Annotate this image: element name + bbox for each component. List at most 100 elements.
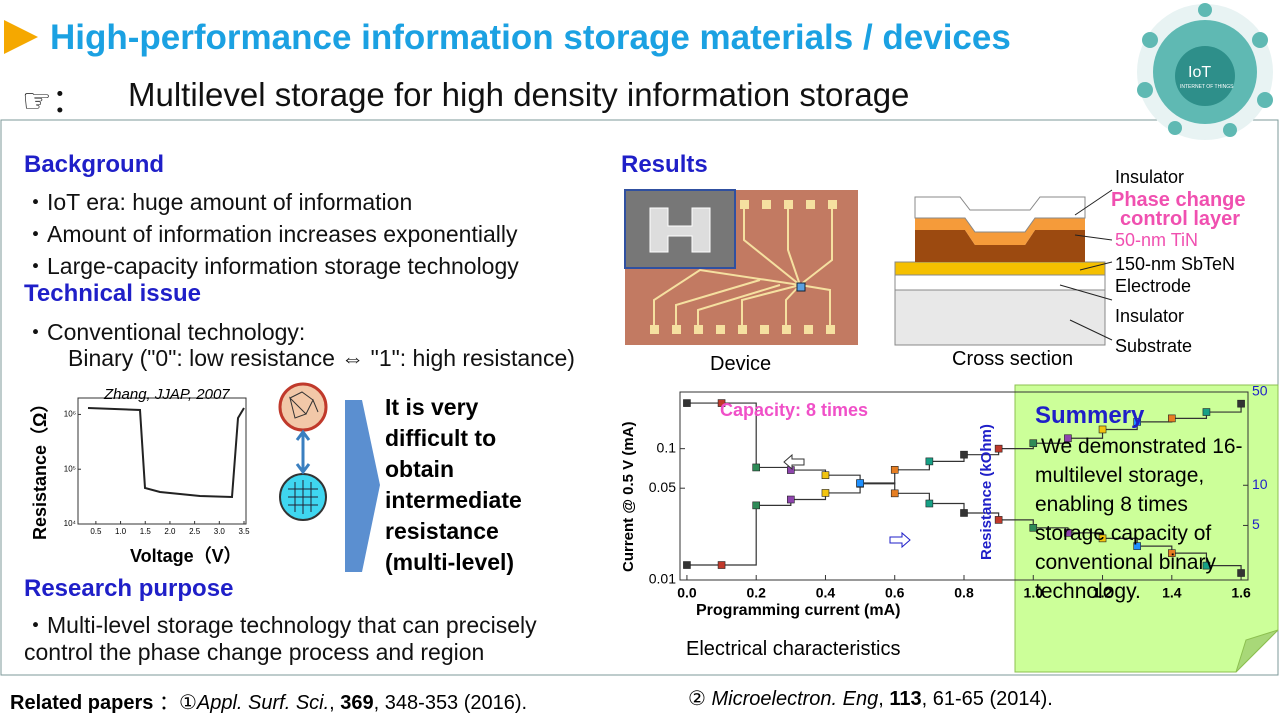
volume: 369: [340, 692, 374, 714]
text-line: ・Multi-level storage technology that can…: [24, 612, 537, 638]
marker: [1168, 414, 1176, 423]
footer-sep: ②: [688, 688, 706, 710]
x-tick-label: 3.5: [238, 527, 250, 536]
axis-arrow: [783, 453, 805, 471]
device-cell: [796, 282, 806, 292]
marker: [1133, 418, 1141, 426]
marker: [960, 509, 968, 517]
callout-arrow: [345, 400, 380, 572]
x-tick-label: 1.0: [115, 527, 127, 536]
marker: [960, 450, 968, 459]
x-tick-label: 2.0: [164, 527, 176, 536]
marker: [787, 495, 795, 504]
marker: [925, 499, 934, 508]
marker: [856, 479, 864, 487]
y-tick-label: 0.01: [649, 571, 676, 587]
marker: [890, 489, 899, 498]
heading: Technical issue: [24, 280, 201, 307]
caption: Electrical characteristics: [686, 638, 901, 660]
marker: [1064, 529, 1072, 537]
x-tick-label: 1.0: [1024, 585, 1044, 601]
x-tick-label: 0.6: [885, 585, 905, 601]
marker: [1133, 542, 1141, 550]
marker: [821, 489, 830, 497]
x-tick-label: 1.5: [140, 527, 152, 536]
layer-label: control layer: [1120, 208, 1241, 230]
y2-tick-label: 5: [1252, 516, 1260, 532]
x-tick-label: 1.2: [1093, 585, 1113, 601]
y2-axis-label: Resistance (kOhm): [978, 424, 995, 560]
caption: Device: [710, 353, 772, 375]
sem-shape: [649, 207, 711, 253]
x-tick-label: 3.0: [214, 527, 226, 536]
journal: Appl. Surf. Sci.: [196, 692, 330, 714]
layer-label: Phase change: [1111, 189, 1246, 211]
y-tick-label: 10⁵: [64, 464, 76, 473]
subtitle: Multilevel storage for high density info…: [128, 76, 910, 113]
layer-label: Substrate: [1115, 336, 1193, 356]
layer-label: Insulator: [1115, 306, 1185, 326]
x-tick-label: 0.2: [746, 585, 766, 601]
layer-label: 150-nm SbTeN: [1115, 254, 1236, 274]
marker: [994, 516, 1003, 524]
resistance-plot-frame: [77, 397, 247, 525]
pages: , 61-65 (2014).: [921, 688, 1053, 710]
bullet: ・IoT era: huge amount of information: [24, 189, 413, 215]
iot-label: IoT: [1188, 64, 1212, 81]
marker: [1168, 549, 1176, 557]
y2-tick-label: 50: [1252, 383, 1268, 399]
device-pads: [650, 200, 837, 334]
device-traces: [653, 209, 833, 325]
x-tick-label: 0.0: [677, 585, 697, 601]
summary-fold: [1235, 629, 1279, 673]
x-tick-label: 2.5: [189, 527, 201, 536]
y2-tick-label: 10: [1252, 476, 1268, 492]
cross-section: [894, 189, 1113, 346]
marker: [717, 561, 726, 569]
iot-badge: [1137, 3, 1273, 140]
marker: [752, 501, 760, 510]
marker: [1202, 561, 1211, 570]
marker: [890, 466, 899, 474]
marker: [683, 399, 691, 407]
heading: Background: [24, 151, 165, 178]
y-tick-label: 0.1: [657, 439, 677, 455]
marker: [1064, 434, 1072, 443]
bullet: ・Conventional technology:: [24, 319, 306, 345]
layer-label: Insulator: [1115, 167, 1185, 187]
x-tick-label: 0.8: [954, 585, 974, 601]
step-line: [686, 403, 1242, 566]
callout: It is very difficult to obtain intermedi…: [385, 394, 522, 575]
bullet: Binary ("0": low resistance ⇔ "1": high …: [68, 345, 575, 371]
marker: [925, 457, 934, 466]
footer: Related papers ：①Appl. Surf. Sci., 369, …: [10, 692, 528, 714]
citation: Zhang, JJAP, 2007: [104, 386, 230, 403]
x-tick-label: 1.6: [1231, 585, 1251, 601]
heading: Research purpose: [24, 575, 234, 602]
x-axis-label: Voltage（V）: [130, 546, 242, 566]
x-axis-label: Programming current (mA): [696, 602, 901, 619]
bullet: ・Large-capacity information storage tech…: [24, 253, 519, 279]
footer-label: Related papers: [10, 692, 154, 714]
marker: [752, 463, 760, 472]
marker: [1029, 439, 1038, 448]
footer: ② Microelectron. Eng, 113, 61-65 (2014).: [688, 688, 1053, 710]
amorphous-icon: [278, 382, 328, 432]
pages: , 348-353 (2016).: [373, 692, 528, 714]
double-arrow: [295, 429, 311, 475]
iot-sublabel: INTERNET OF THINGS: [1180, 84, 1234, 90]
journal: Microelectron. Eng: [711, 688, 879, 710]
layer-label: 50-nm TiN: [1115, 230, 1199, 250]
marker: [1202, 408, 1211, 416]
step-line: [686, 402, 1242, 574]
y-axis-label: Current @ 0.5 V (mA): [620, 421, 637, 572]
title-marker: [4, 20, 38, 54]
marker: [1029, 523, 1038, 532]
layer-label: Electrode: [1115, 276, 1192, 296]
marker: [1098, 425, 1107, 434]
marker: [1237, 569, 1245, 577]
text-line: control the phase change process and reg…: [24, 639, 485, 665]
x-tick-label: 1.4: [1162, 585, 1182, 601]
